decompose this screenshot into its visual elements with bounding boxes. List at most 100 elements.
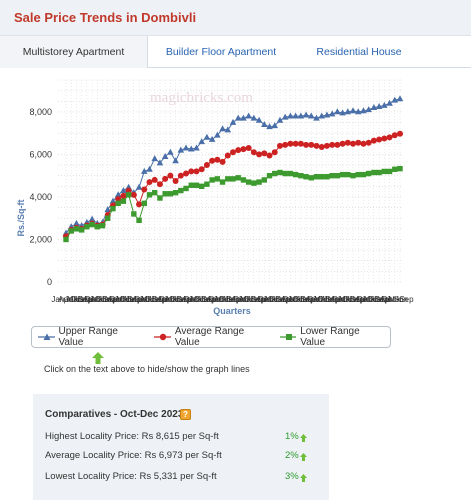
data-point-lower [219, 179, 226, 185]
legend-item-average[interactable]: Average Range Value [154, 326, 263, 348]
data-point-average [318, 143, 325, 150]
data-point-lower [329, 172, 335, 179]
up-arrow-icon [92, 352, 104, 364]
info-icon[interactable]: ? [180, 409, 191, 420]
data-point-upper [318, 112, 326, 119]
data-point-average [193, 168, 200, 175]
data-point-upper [339, 109, 346, 116]
tab-multistorey-apartment[interactable]: Multistorey Apartment [0, 36, 148, 68]
x-tick-label: Oct-Dec [218, 295, 247, 304]
data-point-upper [109, 197, 117, 204]
data-point-upper [313, 114, 320, 121]
grid [58, 79, 402, 283]
data-point-upper [261, 121, 268, 128]
data-point-average [287, 140, 294, 147]
data-point-average [334, 141, 341, 148]
data-point-average [162, 175, 169, 182]
data-point-lower [386, 168, 393, 175]
average-price-change: 2% [285, 450, 299, 461]
data-point-average [355, 139, 362, 146]
x-tick-label: Oct-Dec [119, 295, 148, 304]
x-tick-label: Jul-Sep [189, 295, 217, 304]
highest-price-change: 1% [285, 431, 299, 442]
x-tick-label: Jul-Sep [287, 295, 315, 304]
x-tick-label: Jul-Sep [238, 295, 266, 304]
data-point-average [151, 176, 158, 183]
data-point-upper [276, 116, 284, 123]
data-point-average [146, 179, 153, 186]
data-point-lower [334, 172, 341, 179]
data-point-lower [193, 182, 200, 188]
data-point-lower [324, 174, 330, 180]
data-point-upper [203, 133, 211, 140]
data-point-upper [271, 122, 279, 129]
data-point-average [323, 142, 330, 149]
data-point-lower [110, 205, 116, 212]
data-point-upper [370, 104, 378, 111]
data-point-lower [277, 169, 283, 176]
data-point-upper [328, 110, 336, 117]
legend-item-lower[interactable]: Lower Range Value [279, 326, 380, 348]
data-point-average [308, 141, 315, 148]
x-tick-label: Oct-Dec [70, 295, 99, 304]
data-point-upper [167, 148, 174, 155]
x-tick-label: Jul-Sep [164, 295, 192, 304]
x-tick-label: Apr-Jun [58, 295, 86, 304]
data-point-upper [187, 145, 195, 152]
upper-range-marker-icon [38, 333, 55, 340]
tab-builder-floor-apartment[interactable]: Builder Floor Apartment [165, 46, 277, 58]
x-tick-label: Jul-Sep [263, 295, 291, 304]
data-point-upper [302, 111, 310, 118]
data-point-upper [266, 123, 273, 130]
data-point-average [376, 136, 383, 143]
data-point-upper [161, 152, 169, 159]
data-point-average [339, 140, 346, 147]
data-point-lower [397, 165, 403, 172]
data-point-lower [371, 169, 377, 176]
data-point-average [250, 149, 257, 156]
data-point-average [350, 140, 357, 147]
x-tick-label: Oct-Dec [317, 295, 346, 304]
legend-item-upper[interactable]: Upper Range Value [38, 326, 138, 348]
data-point-upper [323, 111, 331, 118]
data-point-lower [287, 170, 294, 177]
data-point-average [303, 141, 310, 148]
watermark: magicbricks.com [150, 90, 253, 106]
y-axis-label: Rs./Sq-ft [16, 199, 26, 236]
data-point-lower [89, 221, 95, 228]
x-tick-label: Jul-Sep [90, 295, 118, 304]
x-tick-label: Jan-Mar [373, 295, 403, 304]
page-title: Sale Price Trends in Dombivli [14, 10, 197, 25]
x-tick-label: Oct-Dec [144, 295, 173, 304]
data-point-lower [230, 176, 236, 182]
comparatives-title: Comparatives - Oct-Dec 2023 [45, 409, 184, 420]
data-point-lower [266, 172, 273, 179]
data-point-lower [225, 176, 231, 182]
data-point-upper [219, 125, 226, 132]
x-tick-label: Jan-Mar [348, 295, 378, 304]
tab-residential-house[interactable]: Residential House [316, 46, 402, 58]
lower-range-marker-icon [279, 334, 297, 340]
x-tick-label: Jul-Sep [65, 295, 93, 304]
x-axis-ticks: Jan-MarApr-JunJul-SepOct-DecJan-MarApr-J… [51, 295, 414, 304]
data-point-average [141, 186, 148, 193]
data-point-upper [193, 144, 200, 151]
x-tick-label: Apr-Jun [83, 295, 111, 304]
data-point-upper [386, 99, 393, 106]
lowest-price-change: 3% [285, 471, 299, 482]
data-point-lower [350, 172, 356, 179]
data-point-average [297, 140, 304, 147]
y-tick-label: 8,000 [29, 107, 52, 117]
trend-up-icon [300, 453, 307, 461]
average-range-marker-icon [154, 333, 171, 341]
data-point-lower [136, 217, 142, 224]
data-point-lower [125, 192, 132, 198]
data-point-lower [73, 226, 80, 232]
data-point-upper [391, 96, 399, 103]
data-point-lower [183, 185, 189, 192]
data-point-lower [78, 227, 85, 233]
data-point-upper [224, 126, 232, 133]
data-point-average [130, 191, 137, 198]
data-point-average [344, 139, 351, 146]
data-point-average [370, 137, 377, 144]
